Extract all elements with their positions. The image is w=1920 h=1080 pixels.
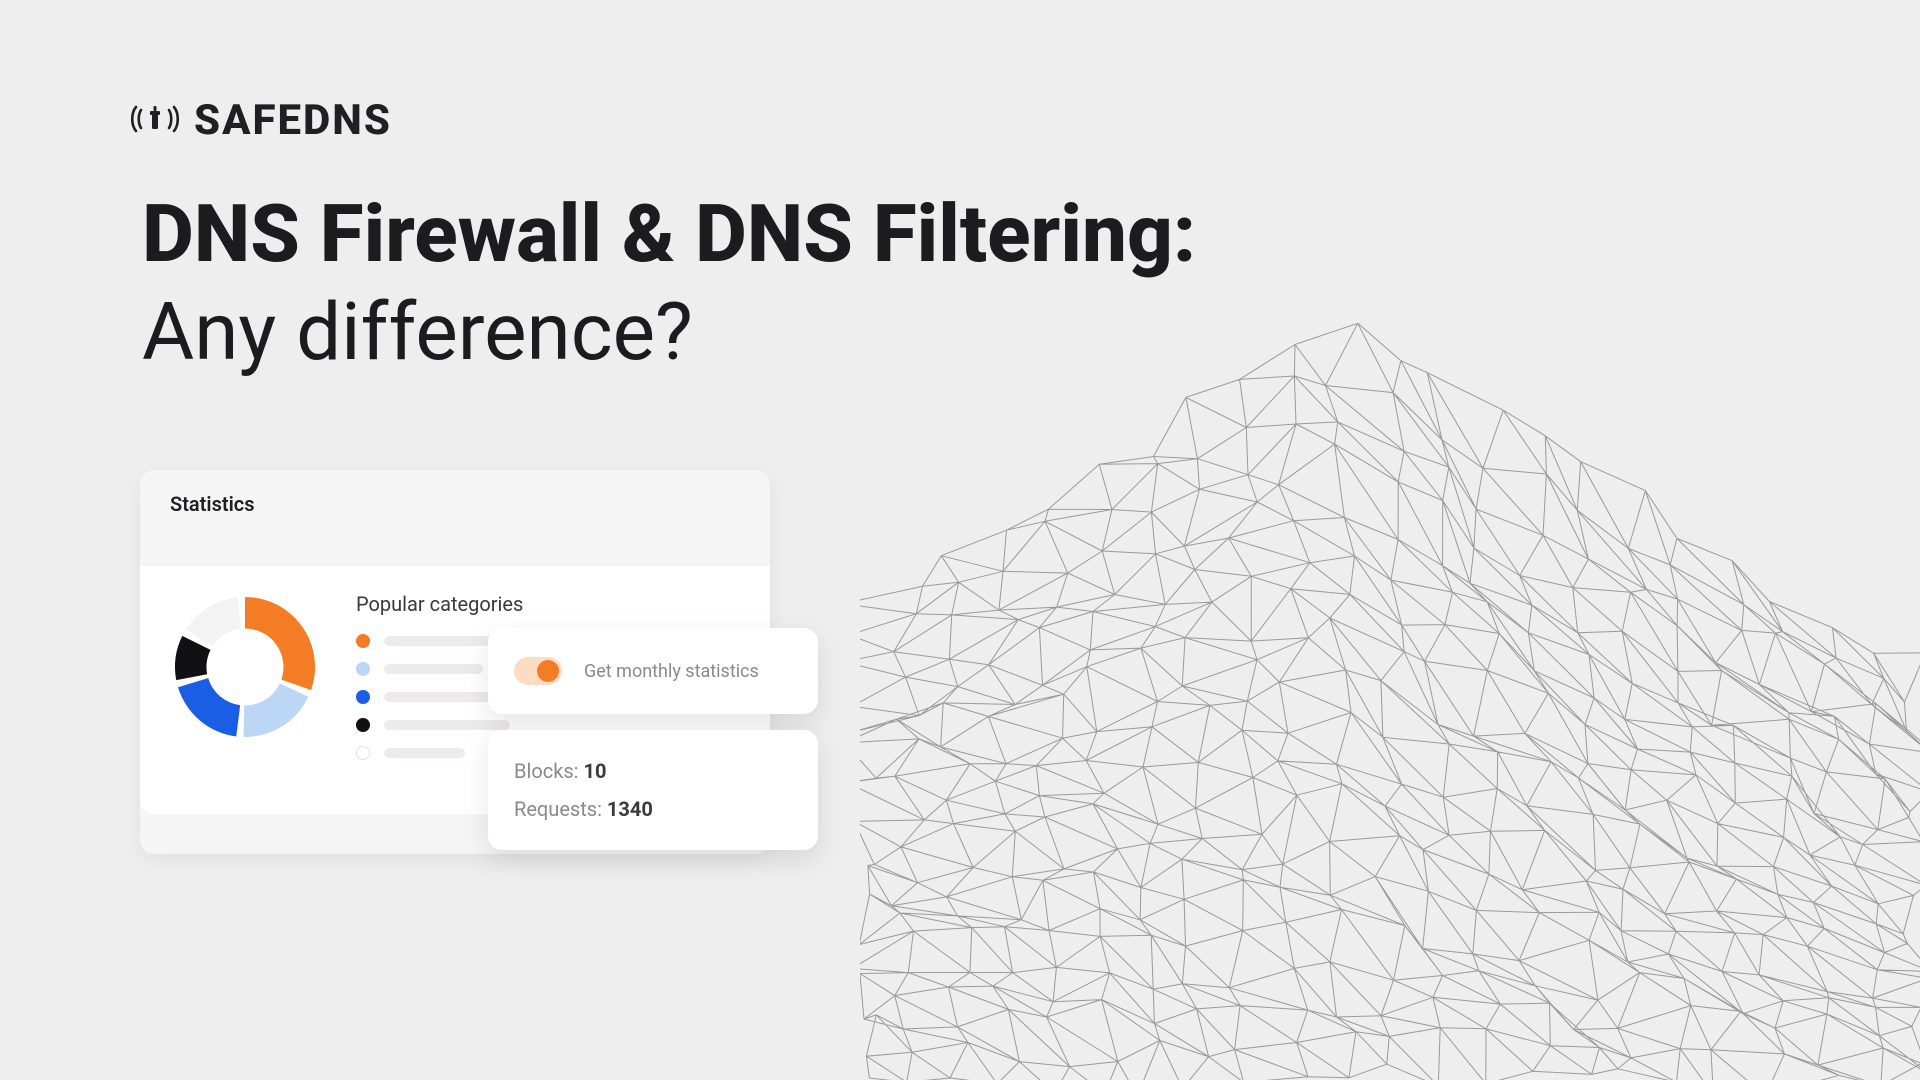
category-dot-icon bbox=[356, 718, 370, 732]
monthly-stats-toggle[interactable] bbox=[514, 657, 562, 685]
category-dot-icon bbox=[356, 690, 370, 704]
blocks-value: 10 bbox=[583, 759, 606, 783]
monthly-stats-card: Get monthly statistics bbox=[488, 628, 818, 714]
category-bar bbox=[384, 664, 483, 674]
popular-categories-title: Popular categories bbox=[356, 592, 740, 616]
blocks-row: Blocks: 10 bbox=[514, 752, 792, 790]
monthly-stats-label: Get monthly statistics bbox=[584, 661, 759, 682]
statistics-title: Statistics bbox=[140, 470, 770, 566]
toggle-knob-icon bbox=[537, 660, 559, 682]
brand-name: SAFEDNS bbox=[194, 96, 392, 145]
category-bar bbox=[384, 720, 510, 730]
category-dot-icon bbox=[356, 634, 370, 648]
donut-chart bbox=[170, 592, 320, 742]
category-dot-icon bbox=[356, 662, 370, 676]
requests-row: Requests: 1340 bbox=[514, 790, 792, 828]
blocks-label: Blocks: bbox=[514, 759, 583, 783]
wireframe-mesh-icon bbox=[860, 260, 1920, 1080]
requests-label: Requests: bbox=[514, 797, 607, 821]
brand-logo: SAFEDNS bbox=[130, 96, 392, 145]
category-dot-icon bbox=[356, 746, 370, 760]
counts-card: Blocks: 10 Requests: 1340 bbox=[488, 730, 818, 850]
category-bar bbox=[384, 748, 465, 758]
requests-value: 1340 bbox=[607, 797, 653, 821]
brand-mark-icon bbox=[130, 99, 180, 143]
